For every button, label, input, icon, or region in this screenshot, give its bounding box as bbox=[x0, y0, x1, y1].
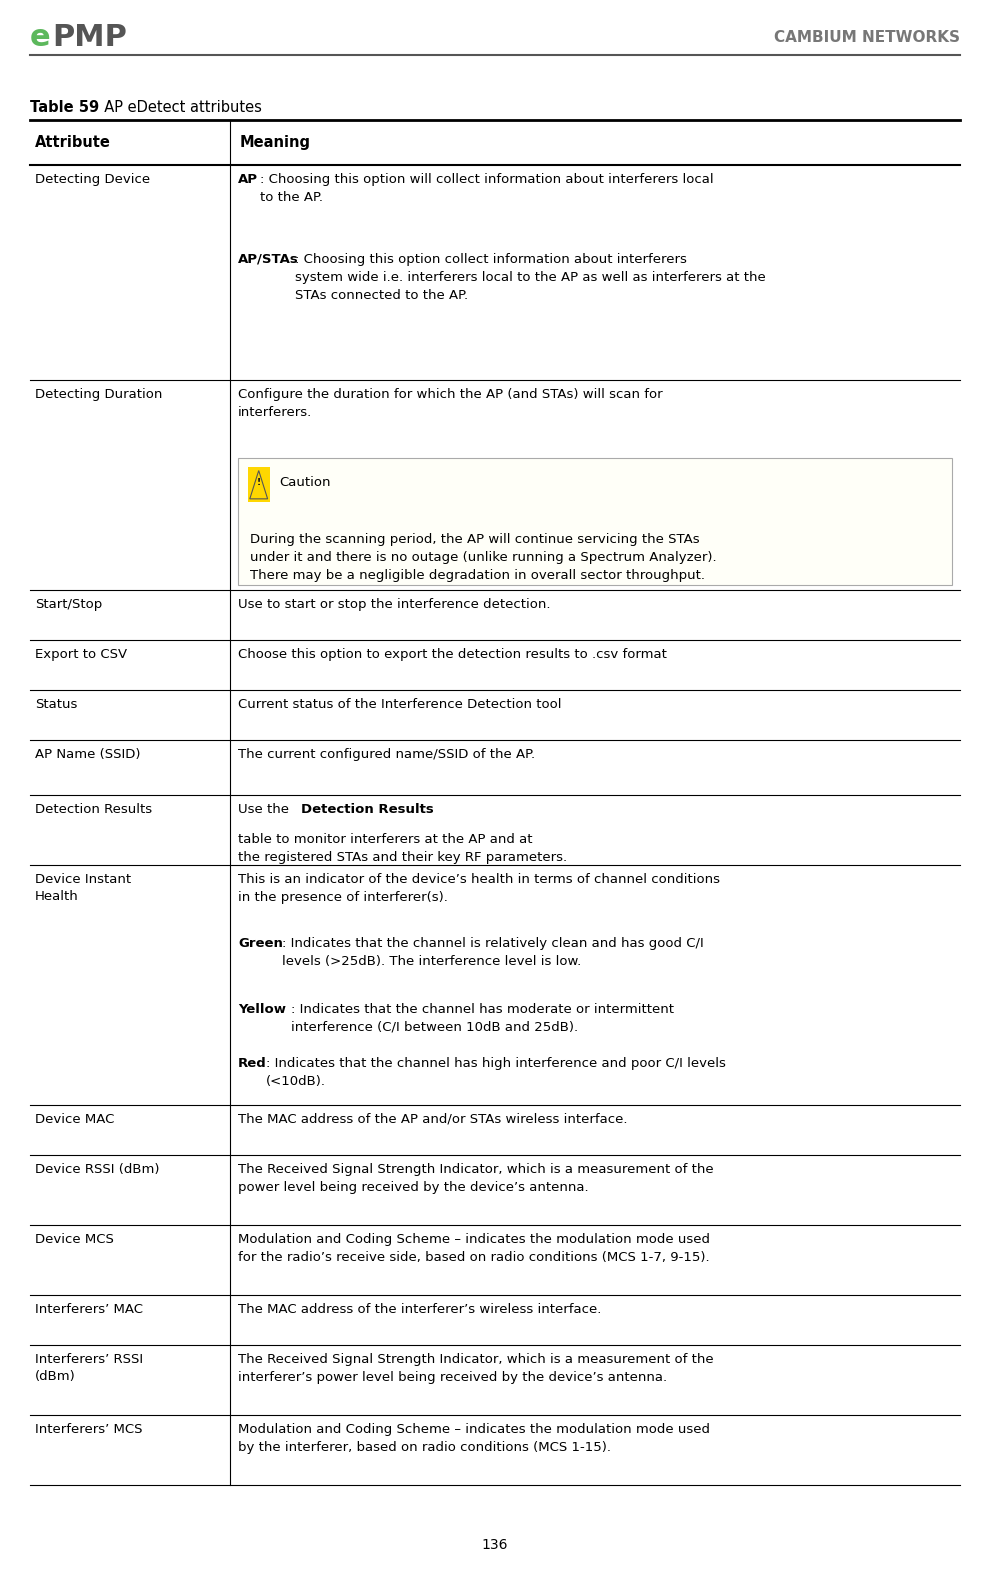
Text: Table 59: Table 59 bbox=[30, 101, 99, 115]
Text: The Received Signal Strength Indicator, which is a measurement of the
interferer: The Received Signal Strength Indicator, … bbox=[238, 1353, 714, 1384]
FancyBboxPatch shape bbox=[248, 468, 269, 503]
Text: : Choosing this option will collect information about interferers local
to the A: : Choosing this option will collect info… bbox=[259, 173, 714, 204]
Text: Device MAC: Device MAC bbox=[35, 1112, 115, 1126]
Text: : Indicates that the channel has moderate or intermittent
interference (C/I betw: : Indicates that the channel has moderat… bbox=[291, 1002, 674, 1034]
Text: AP/STAs: AP/STAs bbox=[238, 253, 299, 265]
Text: Device RSSI (dBm): Device RSSI (dBm) bbox=[35, 1163, 159, 1175]
Text: Yellow: Yellow bbox=[238, 1002, 286, 1016]
FancyBboxPatch shape bbox=[238, 459, 952, 584]
Text: : Choosing this option collect information about interferers
system wide i.e. in: : Choosing this option collect informati… bbox=[295, 253, 766, 302]
Text: During the scanning period, the AP will continue servicing the STAs
under it and: During the scanning period, the AP will … bbox=[249, 534, 717, 583]
Text: Modulation and Coding Scheme – indicates the modulation mode used
for the radio’: Modulation and Coding Scheme – indicates… bbox=[238, 1233, 710, 1263]
Text: Modulation and Coding Scheme – indicates the modulation mode used
by the interfe: Modulation and Coding Scheme – indicates… bbox=[238, 1423, 710, 1453]
Text: AP Name (SSID): AP Name (SSID) bbox=[35, 748, 141, 760]
Text: : Indicates that the channel has high interference and poor C/I levels
(<10dB).: : Indicates that the channel has high in… bbox=[265, 1057, 726, 1089]
Text: !: ! bbox=[256, 479, 260, 487]
Text: AP eDetect attributes: AP eDetect attributes bbox=[95, 101, 262, 115]
Text: table to monitor interferers at the AP and at
the registered STAs and their key : table to monitor interferers at the AP a… bbox=[238, 833, 567, 864]
Text: Device Instant
Health: Device Instant Health bbox=[35, 873, 131, 903]
Text: CAMBIUM NETWORKS: CAMBIUM NETWORKS bbox=[774, 30, 960, 46]
Text: Use to start or stop the interference detection.: Use to start or stop the interference de… bbox=[238, 599, 550, 611]
Text: This is an indicator of the device’s health in terms of channel conditions
in th: This is an indicator of the device’s hea… bbox=[238, 873, 720, 903]
Text: The MAC address of the interferer’s wireless interface.: The MAC address of the interferer’s wire… bbox=[238, 1302, 601, 1316]
Text: Start/Stop: Start/Stop bbox=[35, 599, 102, 611]
Text: The MAC address of the AP and/or STAs wireless interface.: The MAC address of the AP and/or STAs wi… bbox=[238, 1112, 628, 1126]
Text: Interferers’ MCS: Interferers’ MCS bbox=[35, 1423, 143, 1436]
Text: Use the: Use the bbox=[238, 803, 293, 815]
Text: Detection Results: Detection Results bbox=[35, 803, 152, 815]
Text: AP: AP bbox=[238, 173, 258, 185]
Text: Export to CSV: Export to CSV bbox=[35, 647, 127, 661]
Text: Attribute: Attribute bbox=[35, 135, 111, 149]
Text: e: e bbox=[30, 24, 50, 52]
Text: The current configured name/SSID of the AP.: The current configured name/SSID of the … bbox=[238, 748, 535, 760]
Text: Device MCS: Device MCS bbox=[35, 1233, 114, 1246]
Text: Meaning: Meaning bbox=[240, 135, 311, 149]
Text: Detecting Device: Detecting Device bbox=[35, 173, 150, 185]
Text: Interferers’ MAC: Interferers’ MAC bbox=[35, 1302, 143, 1316]
Text: The Received Signal Strength Indicator, which is a measurement of the
power leve: The Received Signal Strength Indicator, … bbox=[238, 1163, 714, 1194]
Text: Detection Results: Detection Results bbox=[301, 803, 434, 815]
Text: PMP: PMP bbox=[52, 24, 127, 52]
Text: Green: Green bbox=[238, 936, 283, 950]
Text: Caution: Caution bbox=[279, 476, 331, 490]
Text: 136: 136 bbox=[482, 1538, 508, 1552]
Text: Interferers’ RSSI
(dBm): Interferers’ RSSI (dBm) bbox=[35, 1353, 144, 1382]
Text: Current status of the Interference Detection tool: Current status of the Interference Detec… bbox=[238, 698, 561, 710]
Text: Choose this option to export the detection results to .csv format: Choose this option to export the detecti… bbox=[238, 647, 667, 661]
Text: : Indicates that the channel is relatively clean and has good C/I
levels (>25dB): : Indicates that the channel is relative… bbox=[282, 936, 704, 968]
Text: Detecting Duration: Detecting Duration bbox=[35, 388, 162, 401]
Text: Red: Red bbox=[238, 1057, 266, 1070]
Text: Status: Status bbox=[35, 698, 77, 710]
Text: Configure the duration for which the AP (and STAs) will scan for
interferers.: Configure the duration for which the AP … bbox=[238, 388, 662, 419]
Polygon shape bbox=[249, 471, 267, 500]
